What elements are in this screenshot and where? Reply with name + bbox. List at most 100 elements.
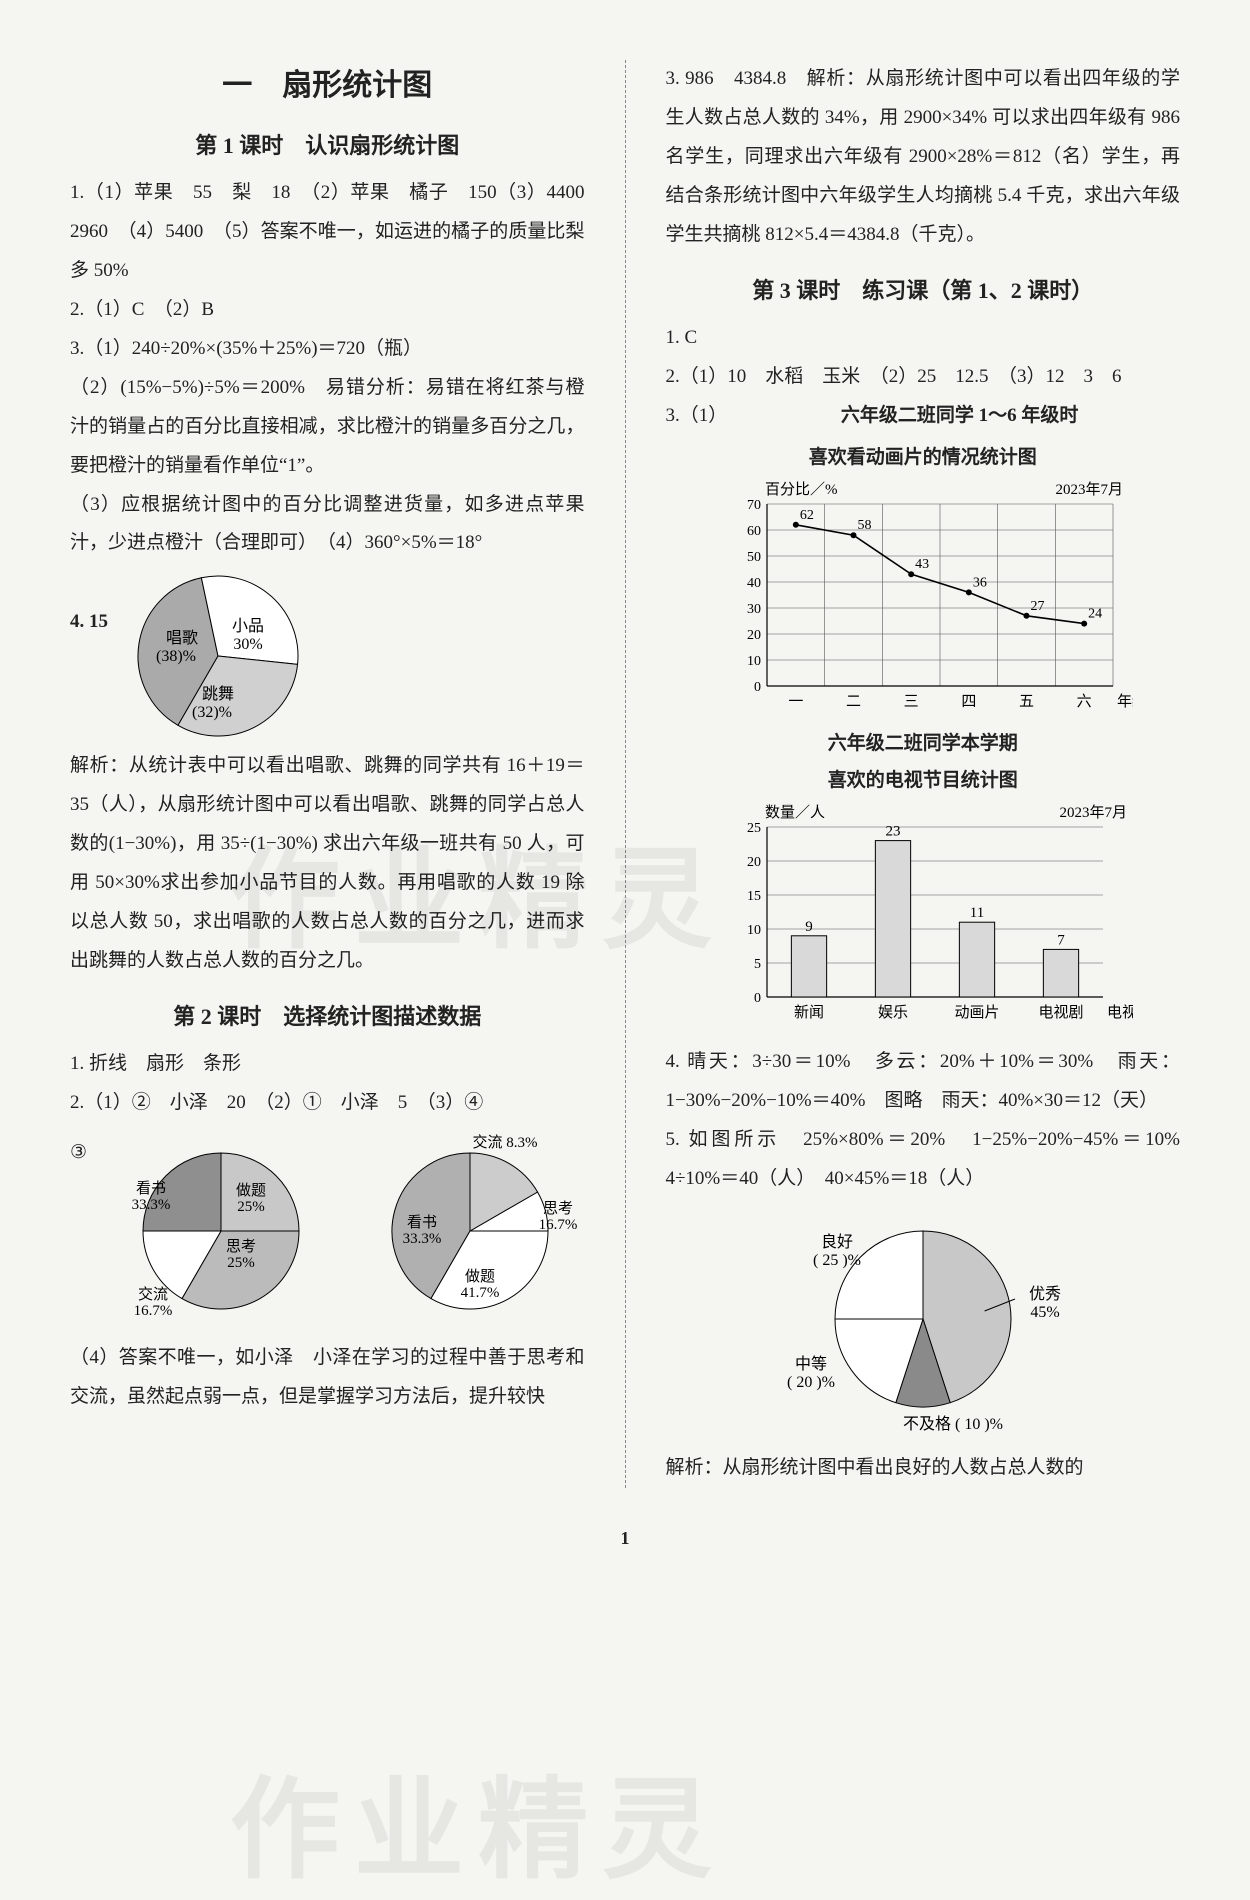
unit-title: 一 扇形统计图 — [70, 60, 585, 104]
svg-text:中等: 中等 — [795, 1355, 827, 1373]
svg-text:小品: 小品 — [232, 617, 264, 635]
left-column: 一 扇形统计图 第 1 课时 认识扇形统计图 1.（1）苹果 55 梨 18 （… — [70, 60, 585, 1488]
svg-text:交流 8.3%: 交流 8.3% — [472, 1133, 537, 1151]
l3-q3-prefix: 3.（1） — [666, 397, 728, 436]
bar-chart-title1: 六年级二班同学本学期 — [666, 730, 1181, 759]
lesson1-heading: 第 1 课时 认识扇形统计图 — [70, 128, 585, 160]
pie-chart-singing: 唱歌(38)% 小品30% 跳舞(32)% — [118, 571, 318, 741]
svg-text:娱乐: 娱乐 — [878, 1004, 908, 1021]
svg-text:新闻: 新闻 — [794, 1004, 824, 1021]
page-container: 一 扇形统计图 第 1 课时 认识扇形统计图 1.（1）苹果 55 梨 18 （… — [0, 0, 1250, 1528]
svg-text:41.7%: 41.7% — [460, 1285, 499, 1301]
svg-text:(32)%: (32)% — [192, 704, 232, 721]
l1-analysis: 解析：从统计表中可以看出唱歌、跳舞的同学共有 16＋19＝35（人），从扇形统计… — [70, 747, 585, 981]
svg-text:70: 70 — [747, 498, 761, 513]
svg-text:做题: 做题 — [465, 1268, 495, 1285]
l3-q3-row: 3.（1） 六年级二班同学 1～6 年级时 — [666, 397, 1181, 436]
svg-text:25: 25 — [747, 821, 761, 836]
svg-text:2023年7月: 2023年7月 — [1059, 804, 1127, 821]
svg-text:看书: 看书 — [407, 1214, 437, 1231]
page-number: 1 — [0, 1528, 1250, 1579]
pie-chart-grade: 良好( 25 )% 优秀45% 中等( 20 )% 不及格 ( 10 )% — [753, 1209, 1093, 1439]
svg-text:30: 30 — [747, 602, 761, 617]
svg-text:60: 60 — [747, 524, 761, 539]
svg-text:0: 0 — [754, 991, 761, 1006]
l1-q2: 2.（1）C （2）B — [70, 291, 585, 330]
column-divider — [625, 60, 626, 1488]
l1-q3a: 3.（1）240÷20%×(35%＋25%)＝720（瓶） — [70, 330, 585, 369]
svg-text:27: 27 — [1030, 599, 1044, 614]
watermark-2: 作业精灵 — [230, 1740, 726, 1900]
bar-chart-wrap: 数量／人2023年7月05101520259新闻23娱乐11动画片7电视剧电视节… — [666, 801, 1181, 1031]
svg-text:不及格 ( 10 )%: 不及格 ( 10 )% — [903, 1415, 1003, 1433]
svg-text:年级: 年级 — [1117, 693, 1133, 710]
svg-text:25%: 25% — [227, 1255, 255, 1271]
svg-text:58: 58 — [857, 518, 871, 533]
svg-text:62: 62 — [800, 508, 814, 523]
bar-chart-section: 六年级二班同学本学期 喜欢的电视节目统计图 数量／人2023年7月0510152… — [666, 730, 1181, 1031]
svg-text:优秀: 优秀 — [1029, 1285, 1061, 1303]
line-chart: 百分比／%2023年7月010203040506070一二三四五六年级62584… — [713, 478, 1133, 718]
svg-text:( 25 )%: ( 25 )% — [813, 1252, 861, 1269]
svg-text:40: 40 — [747, 576, 761, 591]
svg-text:20: 20 — [747, 628, 761, 643]
svg-text:电视剧: 电视剧 — [1038, 1004, 1083, 1021]
svg-text:电视节目: 电视节目 — [1107, 1004, 1133, 1021]
svg-text:(38)%: (38)% — [156, 648, 196, 665]
svg-text:看书: 看书 — [136, 1180, 166, 1197]
svg-text:六: 六 — [1076, 693, 1091, 710]
svg-text:43: 43 — [915, 557, 929, 572]
svg-text:跳舞: 跳舞 — [202, 685, 234, 703]
svg-text:50: 50 — [747, 550, 761, 565]
svg-text:做题: 做题 — [236, 1182, 266, 1199]
svg-text:四: 四 — [961, 694, 976, 710]
r-q3top: 3. 986 4384.8 解析：从扇形统计图中可以看出四年级的学生人数占总人数… — [666, 60, 1181, 255]
svg-text:30%: 30% — [233, 636, 262, 653]
pie-grade-wrap: 良好( 25 )% 优秀45% 中等( 20 )% 不及格 ( 10 )% — [666, 1209, 1181, 1439]
svg-text:0: 0 — [754, 680, 761, 695]
svg-text:( 20 )%: ( 20 )% — [787, 1374, 835, 1391]
l1-q3b: （2）(15%−5%)÷5%＝200% 易错分析：易错在将红茶与橙汁的销量占的百… — [70, 369, 585, 486]
pie-chart-left: 看书33.3%做题25%思考25%交流16.7% — [101, 1131, 336, 1331]
svg-text:10: 10 — [747, 654, 761, 669]
svg-text:11: 11 — [970, 905, 984, 921]
svg-text:良好: 良好 — [821, 1233, 853, 1251]
line-chart-title2: 喜欢看动画片的情况统计图 — [666, 444, 1181, 473]
svg-text:16.7%: 16.7% — [538, 1217, 577, 1233]
q4-row: 4. 15 唱歌(38)% 小品30% 跳舞(32)% — [70, 571, 585, 741]
svg-text:数量／人: 数量／人 — [765, 804, 825, 821]
svg-text:动画片: 动画片 — [954, 1004, 999, 1021]
svg-text:20: 20 — [747, 855, 761, 870]
svg-text:一: 一 — [788, 694, 803, 710]
svg-text:百分比／%: 百分比／% — [765, 481, 838, 498]
svg-text:33.3%: 33.3% — [132, 1197, 171, 1213]
svg-text:33.3%: 33.3% — [402, 1231, 441, 1247]
svg-text:16.7%: 16.7% — [134, 1303, 173, 1319]
l3-q4: 4. 晴天：3÷30＝10% 多云：20%＋10%＝30% 雨天：1−30%−2… — [666, 1043, 1181, 1121]
svg-text:交流: 交流 — [138, 1285, 168, 1303]
l2-q1: 1. 折线 扇形 条形 — [70, 1045, 585, 1084]
svg-text:唱歌: 唱歌 — [166, 629, 198, 647]
svg-text:24: 24 — [1088, 607, 1102, 622]
bar-chart-title2: 喜欢的电视节目统计图 — [666, 767, 1181, 796]
l2-q2b: ③ — [70, 1141, 87, 1164]
right-column: 3. 986 4384.8 解析：从扇形统计图中可以看出四年级的学生人数占总人数… — [666, 60, 1181, 1488]
svg-text:思考: 思考 — [543, 1200, 573, 1217]
bar-chart: 数量／人2023年7月05101520259新闻23娱乐11动画片7电视剧电视节… — [713, 801, 1133, 1031]
line-chart-section: 3.（1） 六年级二班同学 1～6 年级时 喜欢看动画片的情况统计图 百分比／%… — [666, 397, 1181, 718]
svg-text:思考: 思考 — [226, 1238, 256, 1255]
q4-val: 15 — [89, 611, 108, 632]
svg-text:23: 23 — [885, 824, 900, 840]
line-chart-wrap: 百分比／%2023年7月010203040506070一二三四五六年级62584… — [666, 478, 1181, 718]
svg-text:五: 五 — [1019, 694, 1034, 710]
lesson2-heading: 第 2 课时 选择统计图描述数据 — [70, 999, 585, 1031]
svg-text:9: 9 — [805, 919, 813, 935]
q4-idx: 4. — [70, 611, 84, 632]
svg-text:7: 7 — [1057, 932, 1065, 948]
pie-chart-right: 交流 8.3% 思考16.7% 做题41.7% 看书33.3% — [350, 1131, 585, 1331]
l3-q1: 1. C — [666, 319, 1181, 358]
q4-number: 4. 15 — [70, 611, 108, 633]
svg-text:10: 10 — [747, 923, 761, 938]
l3-q2: 2.（1）10 水稻 玉米 （2）25 12.5 （3）12 3 6 — [666, 358, 1181, 397]
svg-text:45%: 45% — [1030, 1304, 1059, 1321]
